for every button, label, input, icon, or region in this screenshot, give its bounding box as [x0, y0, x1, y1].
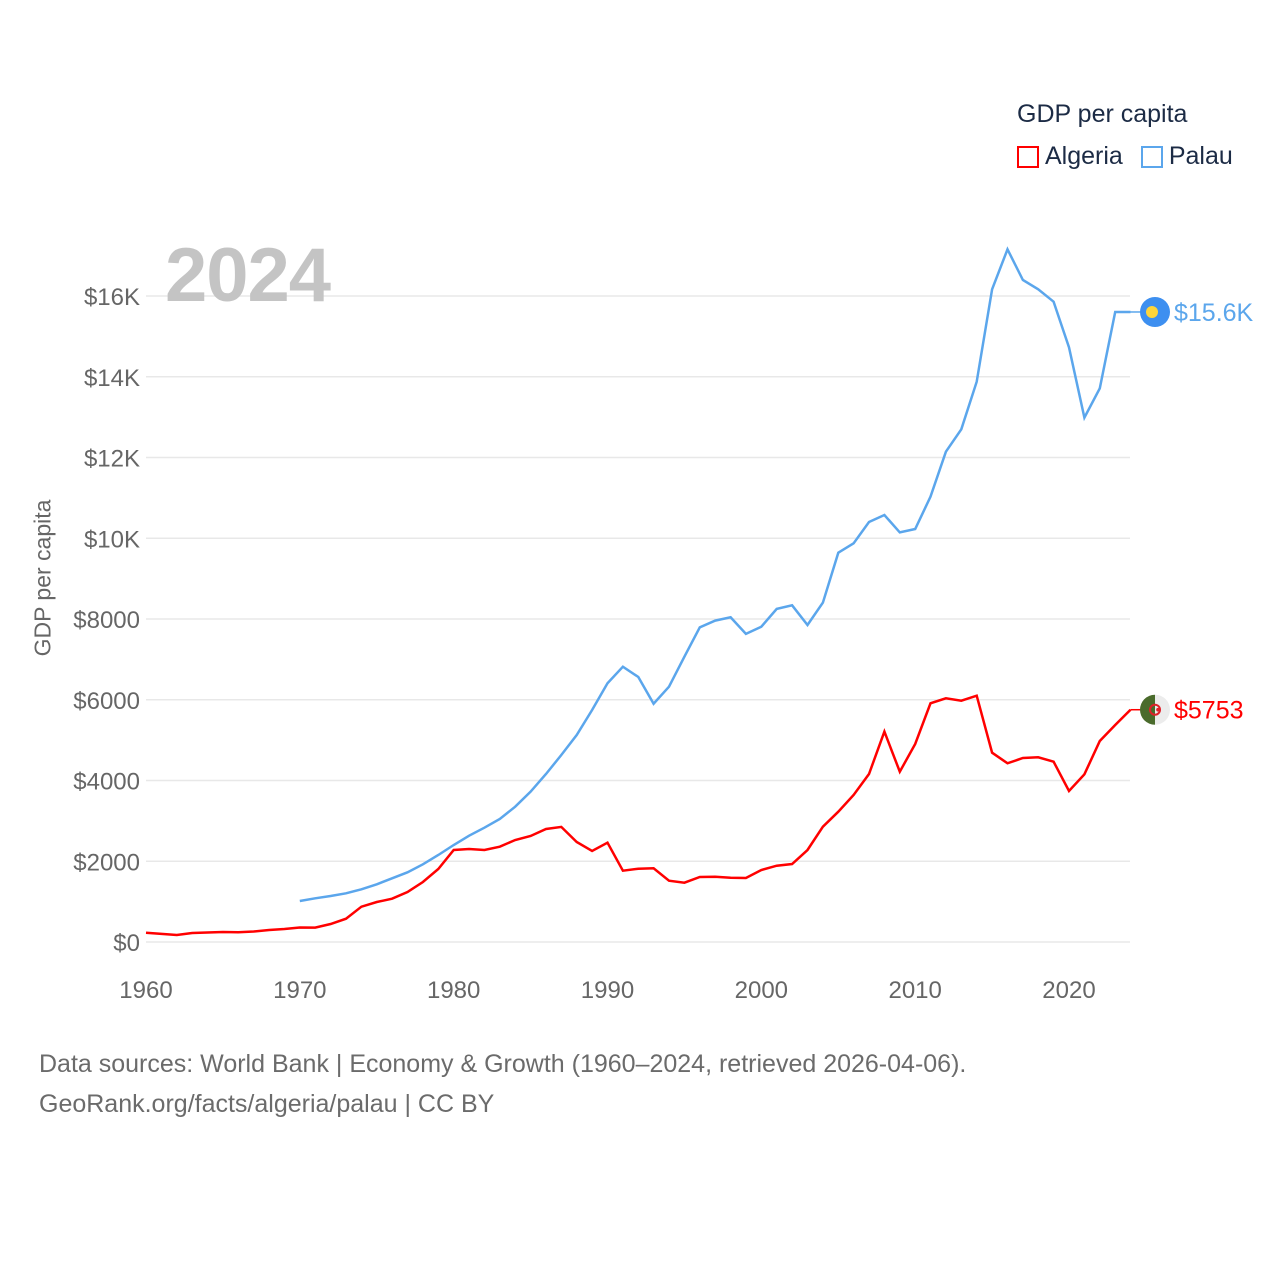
x-tick-label: 2000 [735, 977, 788, 1004]
y-tick-label: $10K [84, 526, 140, 553]
gridlines [146, 295, 1130, 943]
series-lines [145, 246, 1132, 937]
series-end-markers: $5753 $15.6K [1130, 296, 1254, 725]
end-value-label: $15.6K [1174, 299, 1254, 327]
series-line-palau [299, 246, 1131, 903]
footer-link-line[interactable]: GeoRank.org/facts/algeria/palau | CC BY [39, 1090, 495, 1118]
x-tick-label: 1960 [119, 977, 172, 1004]
x-tick-label: 1970 [273, 977, 326, 1004]
y-axis-label: GDP per capita [29, 499, 56, 657]
footer-sources: Data sources: World Bank | Economy & Gro… [39, 1044, 966, 1124]
legend-label: Algeria [1045, 142, 1123, 170]
y-tick-label: $0 [113, 930, 140, 957]
end-value-label: $5753 [1174, 697, 1244, 725]
flag-white-half [1155, 694, 1171, 725]
x-tick-label: 2020 [1042, 977, 1095, 1004]
x-tick-label: 1980 [427, 977, 480, 1004]
current-year-label: 2024 [165, 233, 331, 318]
legend-label: Palau [1168, 142, 1233, 170]
legend-swatch-palau [1140, 145, 1163, 168]
legend: Algeria Palau [1017, 142, 1251, 171]
legend-title: GDP per capita [1017, 100, 1188, 128]
y-axis-ticks: $0 $2000 $4000 $6000 $8000 $10K $12K $14K $16K [73, 284, 140, 957]
y-tick-label: $12K [84, 446, 140, 473]
legend-swatch-algeria [1017, 145, 1039, 168]
x-tick-label: 1990 [581, 977, 634, 1004]
legend-item-algeria[interactable]: Algeria [1017, 142, 1123, 171]
algeria-flag-icon [1140, 694, 1171, 725]
x-tick-label: 2010 [888, 977, 941, 1004]
footer-source-line: Data sources: World Bank | Economy & Gro… [39, 1050, 967, 1078]
y-tick-label: $6000 [73, 688, 140, 715]
y-tick-label: $2000 [73, 849, 140, 876]
y-tick-label: $4000 [73, 769, 140, 796]
flag-crescent [1149, 703, 1161, 716]
x-axis-ticks: 1960 1970 1980 1990 2000 2010 2020 [119, 977, 1095, 1004]
flag-star [1156, 707, 1160, 712]
legend-item-palau[interactable]: Palau [1140, 142, 1233, 171]
palau-flag-icon [1140, 296, 1170, 327]
y-tick-label: $14K [84, 365, 140, 392]
flag-green-half [1140, 694, 1155, 725]
y-tick-label: $8000 [73, 607, 140, 634]
y-tick-label: $16K [84, 284, 140, 311]
series-line-algeria [145, 694, 1132, 937]
flag-moon [1146, 305, 1158, 318]
